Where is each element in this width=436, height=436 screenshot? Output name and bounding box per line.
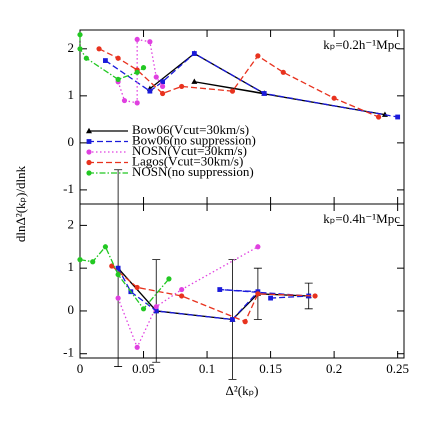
point bbox=[160, 79, 165, 85]
point bbox=[134, 100, 140, 106]
point bbox=[134, 69, 140, 75]
series-line bbox=[98, 48, 379, 118]
point bbox=[140, 65, 147, 71]
y-tick-label: 0 bbox=[68, 134, 75, 149]
x-tick-label: 0.1 bbox=[199, 361, 215, 376]
series-line bbox=[111, 265, 316, 323]
series-line bbox=[117, 38, 164, 104]
point bbox=[134, 284, 140, 291]
series-line bbox=[117, 267, 309, 321]
point bbox=[375, 114, 382, 120]
point bbox=[159, 90, 166, 97]
y-tick-label: 2 bbox=[68, 40, 75, 55]
series-line bbox=[105, 52, 398, 118]
y-tick-label: 2 bbox=[68, 216, 75, 231]
point bbox=[255, 291, 261, 297]
series-line bbox=[117, 246, 259, 349]
point bbox=[179, 293, 185, 299]
point bbox=[121, 97, 128, 104]
legend-label: NOSN(Vcut=30km/s) bbox=[132, 143, 247, 158]
point bbox=[229, 88, 236, 94]
point bbox=[242, 319, 248, 325]
point bbox=[268, 295, 273, 301]
point bbox=[395, 114, 401, 120]
legend-label: NOSN(no suppression) bbox=[132, 164, 254, 179]
y-tick-label: 0 bbox=[68, 302, 75, 317]
point bbox=[102, 244, 109, 250]
point bbox=[115, 271, 121, 278]
bottom-panel-frame bbox=[79, 203, 405, 359]
point bbox=[77, 46, 83, 52]
point bbox=[77, 257, 83, 263]
point bbox=[115, 295, 121, 301]
series-line bbox=[79, 245, 170, 310]
point bbox=[134, 36, 140, 43]
point bbox=[109, 263, 115, 269]
point bbox=[115, 265, 121, 271]
point bbox=[261, 91, 267, 96]
point bbox=[103, 58, 108, 63]
point bbox=[96, 46, 102, 52]
point bbox=[255, 244, 261, 250]
point bbox=[280, 69, 286, 75]
point bbox=[159, 83, 166, 90]
point bbox=[140, 306, 147, 312]
point bbox=[147, 88, 153, 94]
y-tick-label: -1 bbox=[63, 181, 74, 196]
point bbox=[179, 286, 185, 293]
point bbox=[83, 55, 89, 61]
x-tick-label: 0.2 bbox=[326, 361, 342, 376]
point bbox=[191, 78, 198, 84]
point bbox=[153, 308, 159, 314]
point bbox=[90, 259, 96, 265]
legend-label: Lagos(Vcut=30km/s) bbox=[132, 153, 243, 168]
legend-label: Bow06(no suppression) bbox=[132, 132, 256, 147]
legend-marker bbox=[86, 127, 92, 134]
legend-marker bbox=[86, 170, 92, 176]
legend-marker bbox=[86, 159, 92, 166]
x-axis-label: Δ²(kₚ) bbox=[226, 383, 259, 398]
point bbox=[153, 74, 159, 80]
legend-marker bbox=[86, 139, 92, 144]
point bbox=[166, 276, 172, 282]
point bbox=[134, 344, 140, 350]
point bbox=[255, 53, 261, 59]
point bbox=[153, 304, 159, 310]
legend-marker bbox=[86, 149, 92, 155]
y-tick-label: -1 bbox=[63, 345, 74, 360]
x-tick-label: 0 bbox=[77, 361, 84, 376]
panel-annotation: kₚ=0.2h⁻¹Mpc bbox=[323, 37, 400, 52]
series-line bbox=[79, 34, 144, 81]
point bbox=[312, 293, 318, 299]
point bbox=[331, 95, 337, 101]
point bbox=[230, 317, 235, 322]
point bbox=[115, 76, 121, 82]
y-tick-label: 1 bbox=[68, 259, 75, 274]
point bbox=[77, 32, 83, 38]
point bbox=[217, 287, 223, 292]
x-tick-label: 0.15 bbox=[259, 361, 282, 376]
x-tick-label: 0.05 bbox=[132, 361, 155, 376]
y-axis-label: dlnΔ²(kₚ)/dlnk bbox=[13, 165, 28, 242]
panel-annotation: kₚ=0.4h⁻¹Mpc bbox=[323, 211, 400, 226]
point bbox=[147, 39, 153, 45]
y-tick-label: 1 bbox=[68, 87, 75, 102]
legend-label: Bow06(Vcut=30km/s) bbox=[132, 122, 249, 137]
point bbox=[191, 51, 197, 56]
point bbox=[115, 55, 121, 61]
point bbox=[179, 83, 185, 90]
x-tick-label: 0.25 bbox=[386, 361, 409, 376]
